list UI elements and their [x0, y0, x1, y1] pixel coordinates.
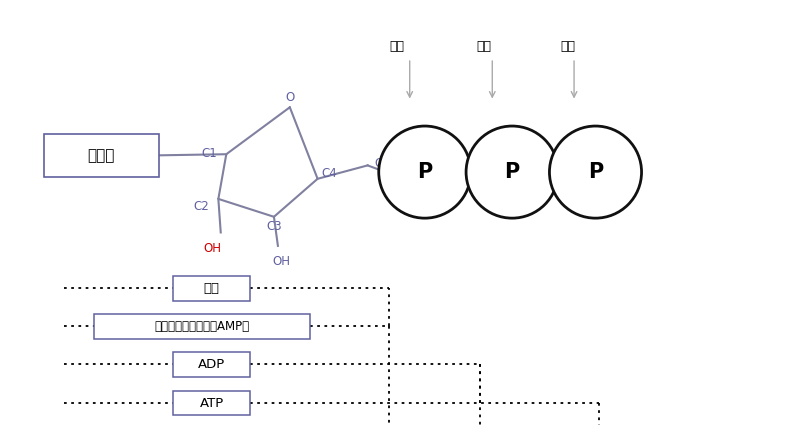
Text: C5: C5 — [374, 157, 390, 170]
Text: O: O — [285, 91, 295, 104]
Text: P: P — [504, 162, 520, 182]
FancyBboxPatch shape — [94, 314, 310, 339]
FancyBboxPatch shape — [44, 134, 159, 177]
Ellipse shape — [466, 126, 558, 218]
Text: 高能: 高能 — [477, 40, 491, 54]
Text: C1: C1 — [201, 147, 217, 160]
Text: 腺苷: 腺苷 — [203, 282, 220, 295]
Text: OH: OH — [273, 255, 291, 268]
Ellipse shape — [549, 126, 642, 218]
Text: 高能: 高能 — [561, 40, 575, 54]
Text: 腊嘘呤: 腊嘘呤 — [87, 148, 115, 163]
Text: C2: C2 — [193, 200, 209, 214]
Text: P: P — [417, 162, 433, 182]
FancyBboxPatch shape — [173, 391, 250, 416]
FancyBboxPatch shape — [173, 352, 250, 376]
Text: P: P — [588, 162, 603, 182]
Text: ～: ～ — [465, 163, 476, 181]
Text: ATP: ATP — [199, 396, 224, 410]
Text: OH: OH — [204, 241, 222, 255]
Text: ADP: ADP — [198, 358, 225, 371]
Text: C4: C4 — [322, 167, 337, 180]
Ellipse shape — [379, 126, 471, 218]
Text: ～: ～ — [550, 163, 561, 181]
Text: 普通: 普通 — [390, 40, 404, 54]
Text: 腺嘘呤核糖核苷酸（AMP）: 腺嘘呤核糖核苷酸（AMP） — [154, 320, 249, 333]
Text: C3: C3 — [266, 220, 282, 233]
FancyBboxPatch shape — [173, 276, 250, 301]
